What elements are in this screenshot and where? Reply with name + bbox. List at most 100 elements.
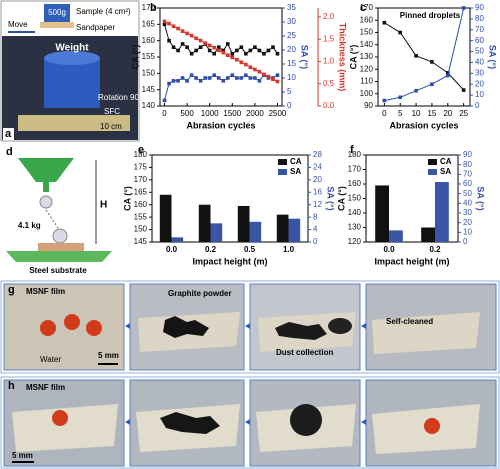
y2-tick-label: 70 (475, 25, 484, 34)
y-tick-label: 120 (348, 237, 362, 246)
y-tick-label: 150 (360, 28, 374, 37)
y-tick-label: 120 (360, 64, 374, 73)
y2-tick-label: 50 (463, 189, 472, 198)
y2-axis-title: SA (°) (488, 45, 498, 69)
y2-tick-label: 28 (313, 150, 322, 159)
weight-block (44, 4, 70, 22)
marker (398, 30, 403, 35)
scale-label: 5 mm (12, 451, 33, 460)
x-tick-label: 0.2 (429, 245, 441, 254)
sample-label: Sample (4 cm²) (76, 7, 131, 16)
y-tick-label: 180 (134, 150, 148, 159)
y-tick-label: 145 (142, 85, 156, 94)
marker (189, 73, 194, 77)
x-tick-label: 1500 (223, 109, 241, 118)
bar (288, 218, 301, 242)
y3-tick-label: 0.0 (323, 101, 335, 110)
legend-label: SA (290, 167, 301, 176)
y2-tick-label: 30 (463, 208, 472, 217)
bar (375, 185, 389, 242)
y2-tick-label: 20 (313, 175, 322, 184)
bar (249, 221, 262, 242)
y-tick-label: 160 (134, 200, 148, 209)
legend-label: CA (440, 157, 452, 166)
marker (225, 53, 230, 58)
y3-tick-label: 0.5 (323, 79, 335, 88)
x-tick-label: 0.5 (244, 245, 256, 254)
y2-tick-label: 12 (313, 200, 322, 209)
weight-top-label: 500g (48, 8, 66, 17)
y2-tick-label: 40 (475, 58, 484, 67)
y-tick-label: 140 (142, 101, 156, 110)
arrow (361, 419, 366, 425)
marker (171, 79, 176, 83)
marker (235, 57, 239, 62)
marker (253, 67, 257, 72)
y2-tick-label: 20 (463, 218, 472, 227)
y3-axis-title: Thickness (mm) (338, 23, 348, 92)
x-tick-label: 1.0 (283, 245, 295, 254)
marker (461, 88, 466, 92)
y2-tick-label: 15 (287, 59, 296, 68)
film (12, 404, 118, 452)
marker (171, 24, 176, 29)
marker (216, 48, 221, 53)
marker (203, 76, 207, 80)
ball (52, 228, 68, 244)
legend-label: SA (440, 167, 451, 176)
y2-tick-label: 40 (463, 198, 472, 207)
marker (248, 76, 253, 80)
marker (167, 38, 171, 43)
marker (194, 48, 198, 53)
y2-tick-label: 30 (475, 68, 484, 77)
y-tick-label: 150 (142, 68, 156, 77)
y-tick-label: 130 (348, 223, 362, 232)
plot-frame (151, 154, 309, 243)
panel-label: d (6, 146, 13, 158)
marker (430, 82, 434, 87)
x-tick-label: 0.0 (383, 245, 395, 254)
marker (461, 6, 466, 10)
x-tick-label: 20 (443, 109, 452, 118)
droplet (86, 320, 102, 336)
y2-tick-label: 20 (287, 45, 296, 54)
y2-axis-title: SA (°) (326, 186, 336, 210)
plot-frame (377, 7, 471, 107)
marker (266, 48, 271, 53)
marker (216, 76, 221, 80)
y3-tick-label: 2.0 (323, 12, 335, 21)
arrow (125, 323, 130, 329)
y-tick-label: 150 (348, 194, 362, 203)
y-tick-label: 155 (142, 52, 156, 61)
x-tick-label: 2000 (246, 109, 264, 118)
y-tick-label: 145 (134, 237, 148, 246)
arrow (245, 419, 250, 425)
y2-tick-label: 35 (287, 3, 296, 12)
marker (207, 43, 212, 48)
marker (382, 98, 387, 103)
panel-a: Move 500g Sample (4 cm²) Sandpaper Weigh… (0, 0, 142, 142)
bar (171, 237, 184, 242)
marker (262, 72, 266, 77)
marker (262, 51, 266, 56)
y-tick-label: 170 (142, 3, 156, 12)
marker (266, 74, 271, 79)
panel-label: e (138, 144, 144, 156)
y-tick-label: 180 (348, 150, 362, 159)
marker (212, 73, 217, 77)
marker (167, 21, 171, 26)
marker (225, 42, 230, 46)
marker (445, 73, 450, 78)
x-tick-label: 2500 (269, 109, 287, 118)
marker (382, 20, 387, 25)
marker (271, 77, 275, 82)
panel-g: g MSNF film Water 5 mm Graphite powder D… (0, 280, 500, 374)
y-tick-label: 160 (360, 15, 374, 24)
photo (3, 283, 125, 371)
annotation: Pinned droplets (400, 11, 461, 20)
droplet (64, 314, 80, 330)
y2-tick-label: 4 (313, 225, 318, 234)
panel-h: h MSNF film 5 mm (0, 376, 500, 469)
arrow (361, 323, 366, 329)
funnel (18, 158, 74, 182)
